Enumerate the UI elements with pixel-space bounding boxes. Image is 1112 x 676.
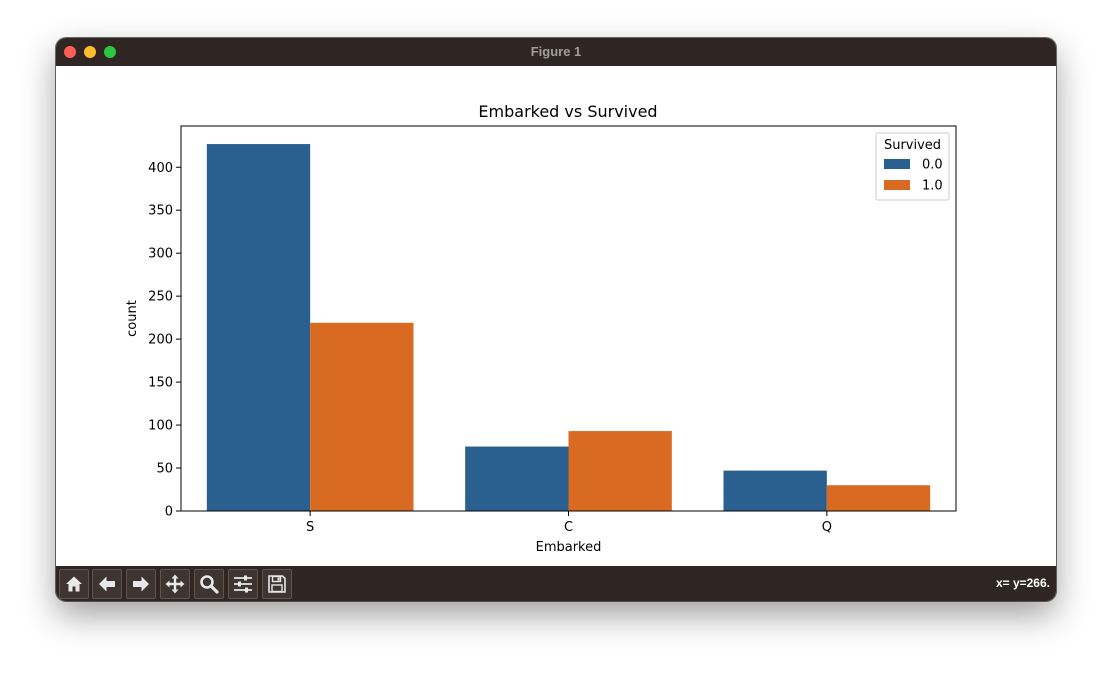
legend-swatch bbox=[884, 159, 910, 169]
bar-Q-1.0 bbox=[826, 485, 931, 511]
y-tick-label: 200 bbox=[148, 333, 173, 348]
pan-button[interactable] bbox=[160, 569, 190, 599]
forward-button[interactable] bbox=[126, 569, 156, 599]
figure-canvas[interactable]: Embarked vs Survived 0 50 100 150 200 250 300 3… bbox=[56, 66, 1056, 566]
close-window-button[interactable] bbox=[64, 46, 76, 58]
back-icon bbox=[99, 576, 115, 592]
zoom-icon bbox=[200, 575, 219, 594]
maximize-window-button[interactable] bbox=[104, 46, 116, 58]
configure-subplots-button[interactable] bbox=[228, 569, 258, 599]
y-tick-label: 50 bbox=[156, 462, 173, 477]
legend-title: Survived bbox=[884, 138, 941, 153]
navigation-toolbar: x= y=266. bbox=[56, 566, 1056, 601]
x-tick-label: C bbox=[564, 520, 573, 535]
cursor-coordinates: x= y=266. bbox=[995, 576, 1050, 590]
window-title: Figure 1 bbox=[530, 44, 582, 59]
x-axis-label: Embarked bbox=[536, 540, 602, 555]
save-button[interactable] bbox=[262, 569, 292, 599]
figure-window: Figure 1 Embarked vs Survived 0 50 100 150 2… bbox=[56, 38, 1056, 601]
bar-C-1.0 bbox=[568, 431, 672, 511]
y-tick-label: 150 bbox=[148, 376, 173, 391]
bar-S-0.0 bbox=[206, 144, 311, 512]
y-tick-label: 300 bbox=[148, 247, 173, 262]
y-tick-label: 350 bbox=[148, 204, 173, 219]
y-axis-label: count bbox=[125, 300, 140, 337]
y-tick-label: 250 bbox=[148, 290, 173, 305]
bar-Q-0.0 bbox=[723, 470, 827, 511]
home-icon bbox=[66, 576, 82, 592]
pan-icon bbox=[165, 574, 185, 594]
x-tick-label: S bbox=[306, 520, 314, 535]
legend-label: 0.0 bbox=[922, 158, 943, 173]
zoom-button[interactable] bbox=[194, 569, 224, 599]
home-button[interactable] bbox=[59, 569, 89, 599]
legend: Survived 0.0 1.0 bbox=[875, 132, 950, 201]
forward-icon bbox=[133, 576, 149, 592]
legend-label: 1.0 bbox=[922, 179, 943, 194]
bar-S-1.0 bbox=[310, 322, 414, 511]
legend-swatch bbox=[884, 180, 910, 190]
chart-title: Embarked vs Survived bbox=[478, 102, 657, 121]
bar-C-0.0 bbox=[465, 446, 569, 511]
configure-icon bbox=[234, 575, 252, 593]
axes-frame bbox=[180, 125, 957, 512]
titlebar: Figure 1 bbox=[56, 38, 1056, 66]
y-tick-label: 100 bbox=[148, 419, 173, 434]
x-tick-label: Q bbox=[822, 520, 832, 535]
bar-chart: Embarked vs Survived 0 50 100 150 200 250 300 3… bbox=[125, 102, 957, 555]
back-button[interactable] bbox=[92, 569, 122, 599]
minimize-window-button[interactable] bbox=[84, 46, 96, 58]
y-tick-label: 0 bbox=[165, 505, 173, 520]
y-tick-label: 400 bbox=[148, 161, 173, 176]
save-icon bbox=[268, 575, 286, 593]
